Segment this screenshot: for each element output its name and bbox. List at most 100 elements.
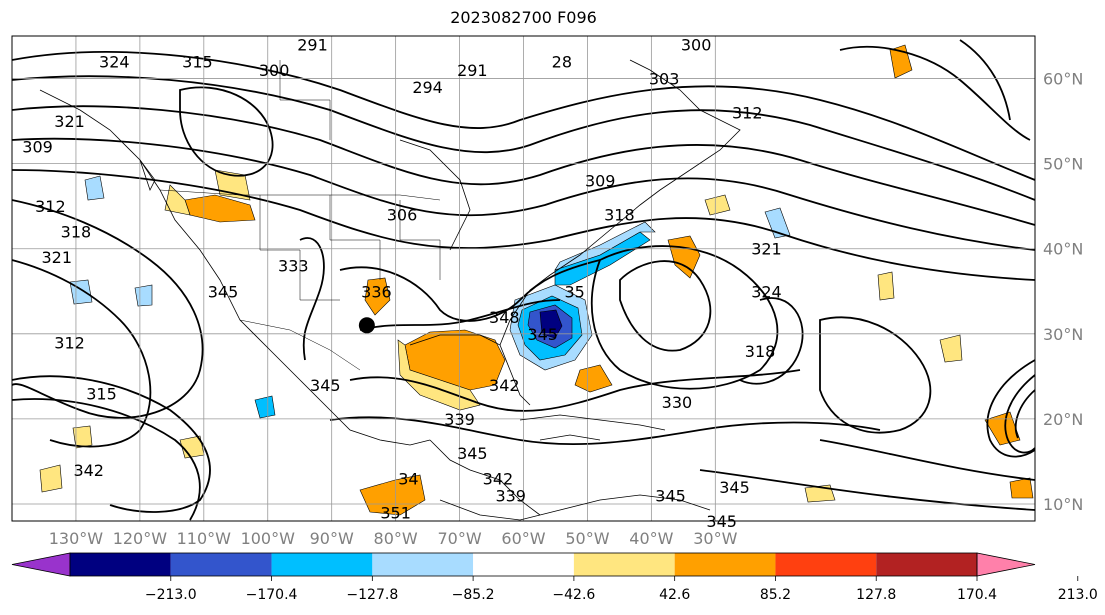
anomaly-patch-mid-2	[939, 334, 963, 363]
contour-line	[349, 369, 801, 412]
coastline	[399, 139, 471, 251]
colorbar-extend-max	[976, 552, 1036, 577]
colorbar-tick-label: −127.8	[346, 587, 398, 603]
contour-label: 321	[751, 240, 782, 259]
contour-line	[359, 299, 561, 331]
lat-tick-label: 20°N	[1043, 410, 1083, 429]
colorbar-ticks: −213.0 −170.4 −127.8 −85.2 −42.6 42.6 85.2 127.…	[145, 576, 1098, 603]
colorbar-cell	[271, 553, 373, 576]
lat-lon-gridlines	[12, 36, 1035, 521]
contour-label: 345	[457, 444, 488, 463]
political-borders	[159, 60, 441, 371]
contour-label: 339	[444, 410, 475, 429]
anomaly-patch-sw-3	[72, 425, 93, 449]
coastline	[429, 439, 541, 516]
colorbar-cell	[70, 553, 171, 576]
colorbar-cell	[876, 553, 977, 576]
contour-label: 342	[483, 469, 514, 488]
contour-label: 336	[361, 282, 392, 301]
contour-label: 28	[552, 53, 572, 72]
anomaly-patch-band-edge	[554, 221, 656, 271]
border	[259, 195, 340, 301]
contour-line	[299, 237, 325, 361]
colorbar-tick-label: −213.0	[145, 587, 197, 603]
coastline	[539, 434, 601, 441]
anomaly-patch-atlantic-2	[574, 364, 613, 393]
contour-label: 291	[297, 36, 328, 55]
contour-label: 303	[649, 70, 680, 89]
border	[399, 200, 441, 280]
contour-line	[590, 245, 779, 390]
contour-line	[339, 259, 601, 322]
lon-tick-label: 70°W	[437, 529, 481, 548]
page-title: 2023082700 F096	[450, 8, 597, 27]
lon-tick-label: 50°W	[565, 529, 609, 548]
colorbar-extend-min	[11, 552, 71, 577]
contour-label: 345	[310, 376, 341, 395]
anomaly-patch-atlantic-3	[704, 194, 731, 216]
contour-line	[739, 297, 804, 385]
anomaly-patch-sw-2	[39, 464, 63, 493]
latitude-axis: 60°N 50°N 40°N 30°N 20°N 10°N	[1043, 70, 1083, 514]
anomaly-patch-blue-3	[69, 279, 93, 305]
colorbar-tick-label: 85.2	[760, 587, 791, 603]
colorbar: −213.0 −170.4 −127.8 −85.2 −42.6 42.6 85.2 127.…	[11, 552, 1098, 603]
colorbar-tick-label: −42.6	[552, 587, 595, 603]
contour-line	[11, 137, 1036, 251]
contour-line	[11, 199, 204, 419]
contour-label: 306	[387, 206, 418, 225]
contour-label: 318	[745, 342, 776, 361]
contour-label: 330	[662, 393, 693, 412]
border	[239, 319, 361, 371]
contour-line	[819, 316, 932, 434]
anomaly-patch-central	[364, 277, 391, 316]
storm-center-marker	[358, 317, 375, 334]
contour-line	[11, 375, 211, 513]
lat-tick-label: 30°N	[1043, 325, 1083, 344]
colorbar-tick-label: 127.8	[856, 587, 896, 603]
colorbar-tick-label: 213.0	[1058, 587, 1098, 603]
lon-tick-label: 120°W	[113, 529, 168, 548]
contour-line	[1014, 389, 1036, 439]
contour-label: 34	[398, 469, 418, 488]
coastline	[519, 414, 666, 431]
contour-label: 312	[732, 104, 763, 123]
contour-label: 312	[54, 333, 85, 352]
coastline-outline	[39, 59, 741, 521]
contour-line	[819, 439, 1036, 481]
border	[279, 60, 331, 140]
contour-label: 345	[655, 486, 686, 505]
coastline	[409, 169, 691, 346]
contour-line	[959, 39, 1011, 121]
contour-label: 324	[751, 282, 782, 301]
height-contour-lines	[11, 39, 1036, 521]
contour-line	[11, 75, 1036, 201]
contour-label: 345	[527, 325, 558, 344]
contour-line	[329, 416, 881, 446]
lon-tick-label: 100°W	[241, 529, 296, 548]
contour-label: 309	[585, 172, 616, 191]
contour-label: 318	[604, 206, 635, 225]
lon-tick-label: 130°W	[49, 529, 104, 548]
contour-label: 345	[208, 282, 239, 301]
contour-label: 342	[73, 461, 104, 480]
anomaly-patch-east-2	[984, 411, 1021, 446]
shaded-anomaly-layer	[39, 44, 1034, 516]
anomaly-patch-storm-core	[539, 309, 563, 339]
contour-label: 324	[99, 53, 130, 72]
colorbar-cell	[775, 553, 877, 576]
contour-line	[11, 51, 1036, 181]
anomaly-patch-west-2	[214, 169, 251, 201]
contour-line	[986, 359, 1036, 458]
contour-label: 321	[54, 112, 85, 131]
colorbar-tick-label: 170.4	[957, 587, 997, 603]
colorbar-cell	[170, 553, 272, 576]
anomaly-patch-blue-1	[764, 207, 791, 239]
contour-label: 294	[412, 78, 443, 97]
contour-label: 351	[380, 503, 411, 522]
lon-tick-label: 40°W	[629, 529, 673, 548]
map-frame	[11, 35, 1036, 522]
contour-line	[1004, 374, 1036, 454]
contour-label: 315	[182, 53, 213, 72]
